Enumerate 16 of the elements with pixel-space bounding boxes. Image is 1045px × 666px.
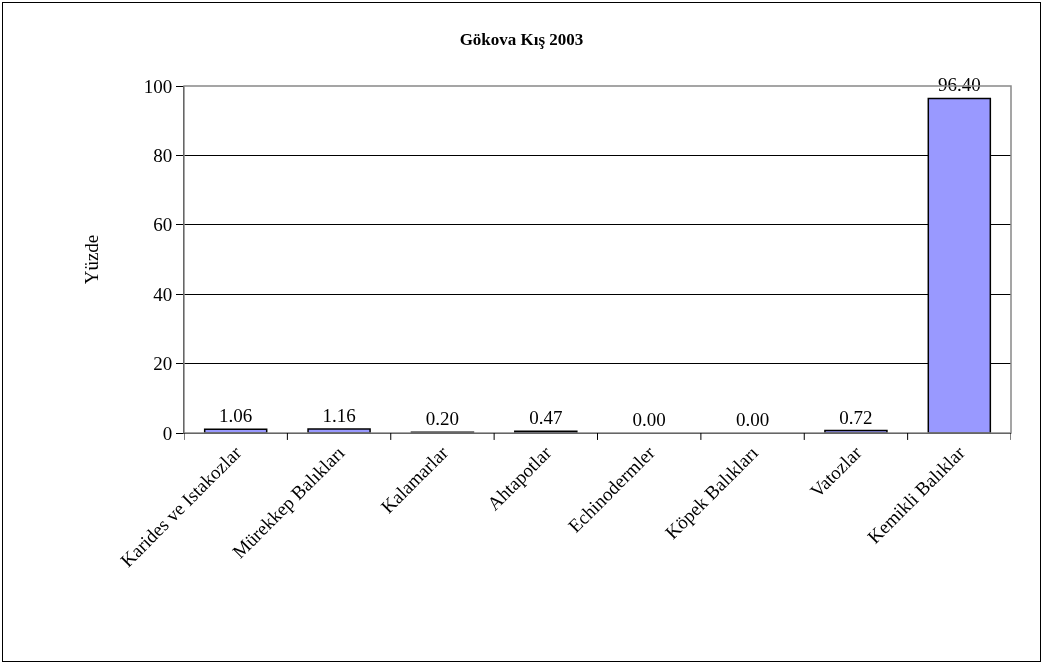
data-label: 0.00 bbox=[632, 409, 666, 430]
y-tick-label: 40 bbox=[153, 283, 173, 305]
data-label: 0.72 bbox=[839, 406, 873, 428]
data-label: 96.40 bbox=[937, 74, 981, 96]
y-tick-label: 20 bbox=[153, 353, 173, 375]
data-label: 1.16 bbox=[322, 404, 356, 426]
data-label: 0.20 bbox=[425, 408, 460, 430]
data-label: 0.00 bbox=[735, 409, 770, 430]
y-tick-label: 0 bbox=[162, 422, 173, 444]
y-tick-label: 80 bbox=[153, 145, 173, 167]
y-axis-title: Yüzde bbox=[80, 234, 102, 285]
data-label: 1.06 bbox=[219, 405, 253, 427]
y-tick-label: 60 bbox=[153, 214, 173, 236]
data-label: 0.47 bbox=[529, 407, 563, 429]
y-tick-label: 100 bbox=[143, 75, 173, 97]
chart-title: Gökova Kış 2003 bbox=[459, 29, 584, 49]
